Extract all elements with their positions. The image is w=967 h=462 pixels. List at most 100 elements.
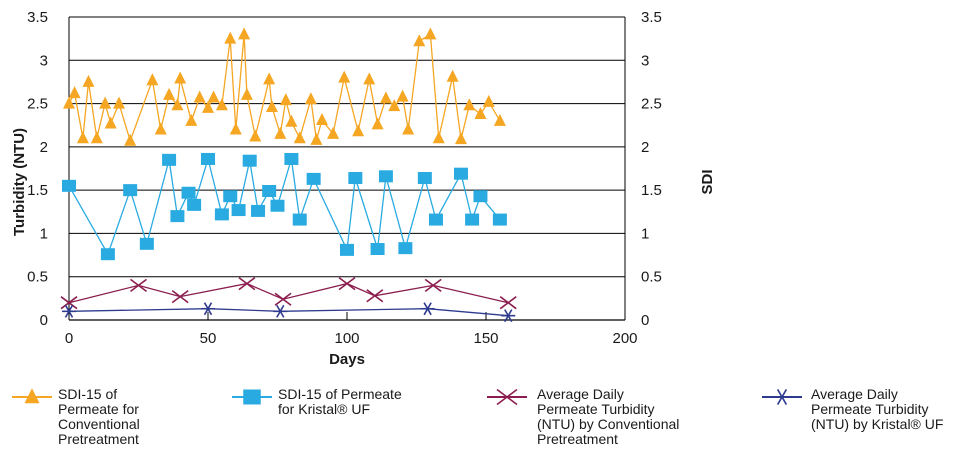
y-tick-labels: 0 0.5 1 1.5 2 2.5 3 3.5 bbox=[27, 9, 48, 329]
data-point bbox=[379, 91, 392, 104]
data-point bbox=[396, 89, 409, 102]
legend-label: SDI-15 of bbox=[58, 386, 117, 402]
data-point bbox=[82, 74, 95, 87]
data-point bbox=[285, 114, 298, 127]
x-tick-label: 150 bbox=[473, 330, 498, 347]
data-point bbox=[453, 167, 468, 180]
y-tick-label: 3 bbox=[40, 52, 48, 69]
series-line bbox=[68, 282, 509, 304]
data-point bbox=[99, 96, 112, 109]
x-tick-label: 0 bbox=[65, 330, 73, 347]
data-point bbox=[100, 248, 115, 261]
data-point bbox=[265, 100, 278, 113]
data-point bbox=[123, 184, 138, 197]
series-4 bbox=[62, 302, 516, 323]
series-line bbox=[68, 156, 501, 256]
legend-swatch-marker bbox=[243, 389, 261, 405]
data-point bbox=[130, 278, 147, 293]
marker-stroke bbox=[238, 277, 256, 291]
data-point bbox=[201, 302, 215, 316]
data-point bbox=[428, 213, 443, 226]
legend-label: for Kristal® UF bbox=[278, 401, 370, 417]
data-point bbox=[482, 94, 495, 107]
legend-label: Pretreatment bbox=[537, 431, 618, 447]
marker-stroke bbox=[504, 309, 513, 323]
data-point bbox=[62, 304, 76, 318]
data-point bbox=[215, 98, 228, 111]
y2-tick-label: 2 bbox=[641, 139, 649, 156]
data-point bbox=[231, 204, 246, 217]
data-point bbox=[170, 210, 185, 223]
x-tick-label: 200 bbox=[612, 330, 637, 347]
data-point bbox=[60, 296, 78, 310]
marker-stroke bbox=[274, 292, 292, 306]
data-point bbox=[124, 133, 137, 146]
data-point bbox=[340, 243, 354, 256]
data-point bbox=[185, 113, 198, 126]
data-point bbox=[273, 304, 288, 318]
data-point bbox=[187, 198, 202, 211]
legend-swatch-marker bbox=[496, 388, 518, 406]
marker-stroke bbox=[338, 277, 356, 291]
legend-label: Conventional bbox=[58, 416, 140, 432]
series-line bbox=[68, 308, 509, 317]
data-point bbox=[284, 152, 299, 165]
legend-label: Pretreatment bbox=[58, 431, 139, 447]
series-line bbox=[68, 33, 501, 143]
data-point bbox=[68, 86, 81, 99]
y2-tick-label: 1 bbox=[641, 225, 649, 242]
x-tick-label: 100 bbox=[334, 330, 359, 347]
y2-tick-label: 3.5 bbox=[641, 9, 662, 26]
legend-label: SDI-15 of Permeate bbox=[278, 386, 402, 402]
y2-tick-label: 2.5 bbox=[641, 96, 662, 113]
y-tick-label: 2.5 bbox=[27, 96, 48, 113]
data-point bbox=[174, 71, 187, 84]
legend-label: (NTU) by Kristal® UF bbox=[811, 416, 943, 432]
data-point bbox=[454, 132, 467, 145]
data-point bbox=[417, 172, 432, 185]
data-point bbox=[171, 289, 189, 304]
y-tick-label: 1.5 bbox=[27, 182, 48, 199]
marker-stroke bbox=[171, 289, 189, 304]
y2-axis-title: SDI bbox=[699, 169, 716, 194]
marker-stroke bbox=[130, 278, 147, 293]
y-tick-label: 3.5 bbox=[27, 9, 48, 26]
legend-label: Permeate for bbox=[58, 401, 139, 417]
data-point bbox=[338, 70, 351, 83]
marker-stroke bbox=[423, 302, 432, 316]
data-point bbox=[262, 185, 277, 198]
data-point bbox=[424, 27, 437, 40]
data-point bbox=[378, 170, 393, 183]
axes bbox=[68, 17, 626, 321]
data-point bbox=[62, 179, 76, 192]
data-point bbox=[474, 106, 487, 119]
series-layer bbox=[60, 27, 517, 323]
data-point bbox=[315, 113, 328, 126]
data-point bbox=[263, 72, 276, 85]
data-point bbox=[207, 90, 220, 103]
legend-label: (NTU) by Conventional bbox=[537, 416, 679, 432]
data-point bbox=[274, 126, 287, 139]
y-axis-title: Turbidity (NTU) bbox=[11, 128, 28, 236]
y2-tick-label: 0.5 bbox=[641, 269, 662, 286]
data-point bbox=[492, 213, 507, 226]
marker-stroke bbox=[776, 389, 788, 405]
grid-lines bbox=[69, 16, 625, 321]
data-point bbox=[432, 131, 445, 144]
data-point bbox=[202, 100, 214, 113]
data-point bbox=[348, 172, 363, 185]
x-tick-labels: 0 50 100 150 200 bbox=[65, 330, 638, 347]
legend-swatch-marker bbox=[773, 389, 791, 405]
data-point bbox=[240, 87, 253, 100]
data-point bbox=[493, 113, 506, 126]
data-point bbox=[352, 124, 365, 137]
series-1 bbox=[63, 27, 506, 146]
data-point bbox=[193, 90, 206, 103]
data-point bbox=[465, 213, 480, 226]
legend-label: Permeate Turbidity bbox=[537, 401, 655, 417]
data-point bbox=[104, 116, 117, 129]
